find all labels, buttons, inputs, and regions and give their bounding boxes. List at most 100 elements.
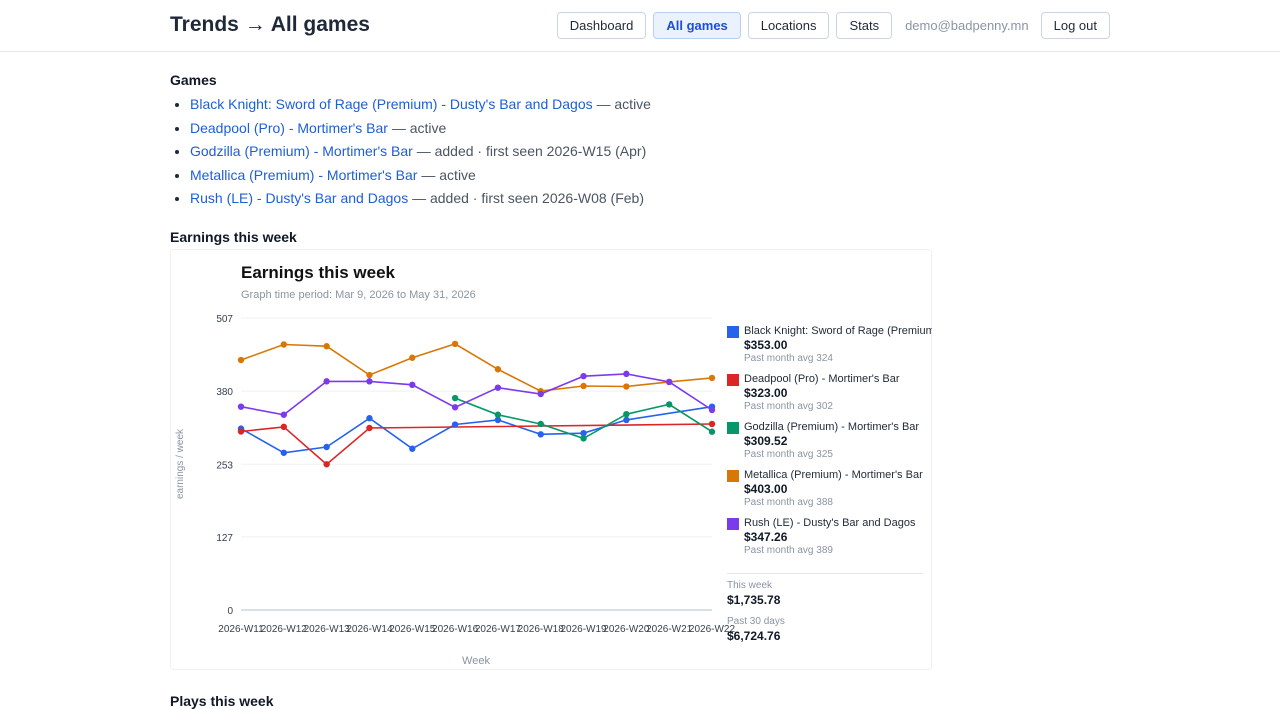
data-point <box>537 390 544 398</box>
data-point <box>623 383 630 390</box>
series-line-4 <box>240 373 713 416</box>
data-point <box>237 428 245 435</box>
data-point <box>451 394 459 402</box>
y-tick-label: 253 <box>216 460 233 471</box>
data-point <box>623 416 630 424</box>
nav-stats-button[interactable]: Stats <box>836 12 893 39</box>
data-point <box>708 420 716 428</box>
data-point <box>280 449 288 456</box>
total-this-week-label: This week <box>727 580 773 591</box>
data-point <box>623 370 630 378</box>
data-point <box>580 429 587 437</box>
legend-series-value: $403.00 <box>744 482 788 496</box>
data-point <box>409 381 416 389</box>
legend-item-godzilla[interactable]: Godzilla (Premium) - Mortimer's Bar $309… <box>727 420 927 468</box>
logout-button[interactable]: Log out <box>1040 12 1110 39</box>
x-tick-label: 2026-W20 <box>603 624 650 635</box>
legend-swatch <box>727 518 739 530</box>
legend-item-deadpool[interactable]: Deadpool (Pro) - Mortimer's Bar $323.00 … <box>727 372 927 420</box>
y-tick-label: 127 <box>216 533 233 544</box>
y-tick-label: 380 <box>216 387 233 398</box>
series-line-0 <box>240 405 713 454</box>
list-item: Godzilla (Premium) - Mortimer's Bar — ad… <box>190 140 1110 164</box>
top-nav: Dashboard All games Locations Stats demo… <box>556 12 1110 39</box>
total-past-30-days-value: $6,724.76 <box>727 629 781 643</box>
legend-swatch <box>727 470 739 482</box>
top-bar: Trends → All games Dashboard All games L… <box>0 0 1280 52</box>
game-status: added · first seen 2026-W15 (Apr) <box>434 143 647 159</box>
legend-series-value: $323.00 <box>744 386 788 400</box>
game-status: added · first seen 2026-W08 (Feb) <box>429 190 644 206</box>
earnings-chart-card: Earnings this week Graph time period: Ma… <box>170 249 932 670</box>
nav-all-games-button[interactable]: All games <box>653 12 741 39</box>
legend-item-rush[interactable]: Rush (LE) - Dusty's Bar and Dagos $347.2… <box>727 516 927 564</box>
legend-series-value: $347.26 <box>744 530 788 544</box>
earnings-section-title: Earnings this week <box>170 229 297 245</box>
data-point <box>366 378 373 385</box>
data-point <box>665 401 673 408</box>
games-list: Black Knight: Sword of Rage (Premium) - … <box>190 93 1110 211</box>
x-tick-label: 2026-W17 <box>475 624 522 635</box>
total-past-30-days-label: Past 30 days <box>727 616 785 627</box>
game-link-metallica[interactable]: Metallica (Premium) - Mortimer's Bar <box>190 166 418 183</box>
legend-series-value: $309.52 <box>744 434 788 448</box>
series-line-1 <box>240 423 713 466</box>
x-tick-label: 2026-W19 <box>560 624 607 635</box>
legend-series-avg: Past month avg 324 <box>744 353 833 364</box>
nav-locations-button[interactable]: Locations <box>747 12 830 39</box>
legend-item-black-knight[interactable]: Black Knight: Sword of Rage (Premium) - … <box>727 324 932 372</box>
data-point <box>323 343 330 350</box>
game-status: active <box>614 96 651 112</box>
data-point <box>323 443 330 451</box>
data-point <box>280 423 288 431</box>
y-tick-label: 507 <box>216 314 233 325</box>
data-point <box>451 404 459 411</box>
list-item: Deadpool (Pro) - Mortimer's Bar — active <box>190 117 1110 141</box>
nav-dashboard-button[interactable]: Dashboard <box>556 12 647 39</box>
legend-series-avg: Past month avg 388 <box>744 497 833 508</box>
legend-series-name: Godzilla (Premium) - Mortimer's Bar <box>744 421 920 433</box>
chart-totals: This week $1,735.78 Past 30 days $6,724.… <box>727 573 923 651</box>
main-content: Games Black Knight: Sword of Rage (Premi… <box>170 72 1110 709</box>
data-point <box>708 406 716 414</box>
total-this-week-value: $1,735.78 <box>727 593 781 607</box>
user-email: demo@badpenny.mn <box>905 18 1029 33</box>
game-link-godzilla[interactable]: Godzilla (Premium) - Mortimer's Bar <box>190 143 413 159</box>
data-point <box>665 378 673 386</box>
data-point <box>409 354 416 361</box>
data-point <box>366 415 373 422</box>
game-status: active <box>409 119 447 136</box>
legend-item-metallica[interactable]: Metallica (Premium) - Mortimer's Bar $40… <box>727 468 927 516</box>
games-section-title: Games <box>170 72 217 88</box>
data-point <box>323 461 330 468</box>
data-point <box>451 421 459 428</box>
data-point <box>708 428 716 435</box>
chart-legend: Black Knight: Sword of Rage (Premium) - … <box>727 324 932 564</box>
data-point <box>580 382 587 390</box>
game-link-black-knight[interactable]: Black Knight: Sword of Rage (Premium) - … <box>190 96 593 112</box>
legend-series-name: Black Knight: Sword of Rage (Premium) - … <box>744 325 932 337</box>
game-link-rush[interactable]: Rush (LE) - Dusty's Bar and Dagos <box>190 190 409 206</box>
list-item: Metallica (Premium) - Mortimer's Bar — a… <box>190 164 1110 188</box>
legend-series-avg: Past month avg 325 <box>744 449 833 460</box>
game-link-deadpool[interactable]: Deadpool (Pro) - Mortimer's Bar <box>190 119 388 136</box>
x-tick-label: 2026-W14 <box>346 624 393 635</box>
legend-swatch <box>727 374 739 386</box>
game-status: active <box>439 166 476 183</box>
data-point <box>237 403 245 410</box>
data-point <box>623 410 630 418</box>
legend-series-avg: Past month avg 302 <box>744 401 833 412</box>
data-point <box>237 356 245 364</box>
data-point <box>494 411 502 418</box>
data-point <box>580 372 587 380</box>
data-point <box>494 366 502 373</box>
data-point <box>537 431 544 438</box>
earnings-chart: Earnings this week Graph time period: Ma… <box>175 263 736 667</box>
data-point <box>494 416 502 424</box>
legend-series-avg: Past month avg 389 <box>744 545 833 556</box>
data-point <box>409 445 416 452</box>
data-point <box>580 435 587 442</box>
x-axis-label: Week <box>462 655 490 667</box>
data-point <box>451 340 459 348</box>
data-point <box>280 411 288 418</box>
